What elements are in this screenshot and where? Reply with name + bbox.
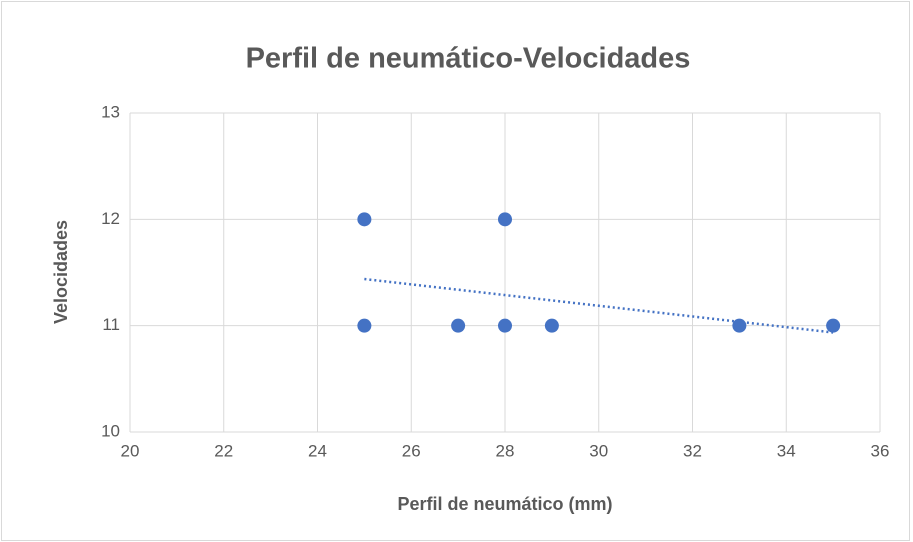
- x-tick-label: 24: [308, 441, 327, 460]
- y-axis-label: Velocidades: [51, 220, 71, 324]
- x-tick-label: 30: [589, 441, 608, 460]
- x-tick-label: 32: [683, 441, 702, 460]
- y-tick-label: 11: [102, 315, 120, 334]
- x-axis-label: Perfil de neumático (mm): [397, 494, 612, 514]
- y-tick-label: 13: [101, 102, 120, 121]
- data-point: [357, 318, 372, 333]
- x-tick-label: 36: [871, 441, 890, 460]
- x-tick-label: 22: [214, 441, 233, 460]
- data-point: [498, 212, 512, 227]
- y-tick-label: 10: [101, 421, 120, 440]
- data-point: [357, 212, 372, 227]
- data-point: [826, 318, 841, 333]
- x-tick-label: 34: [777, 441, 796, 460]
- chart-title: Perfil de neumático-Velocidades: [246, 43, 691, 75]
- x-tick-label: 20: [121, 441, 140, 460]
- data-point: [451, 318, 466, 333]
- trendline: [364, 277, 834, 334]
- data-point: [732, 318, 747, 333]
- y-tick-label: 12: [101, 209, 120, 228]
- data-point: [498, 318, 512, 333]
- data-point: [544, 318, 559, 333]
- x-tick-label: 28: [496, 441, 515, 460]
- x-tick-label: 26: [402, 441, 421, 460]
